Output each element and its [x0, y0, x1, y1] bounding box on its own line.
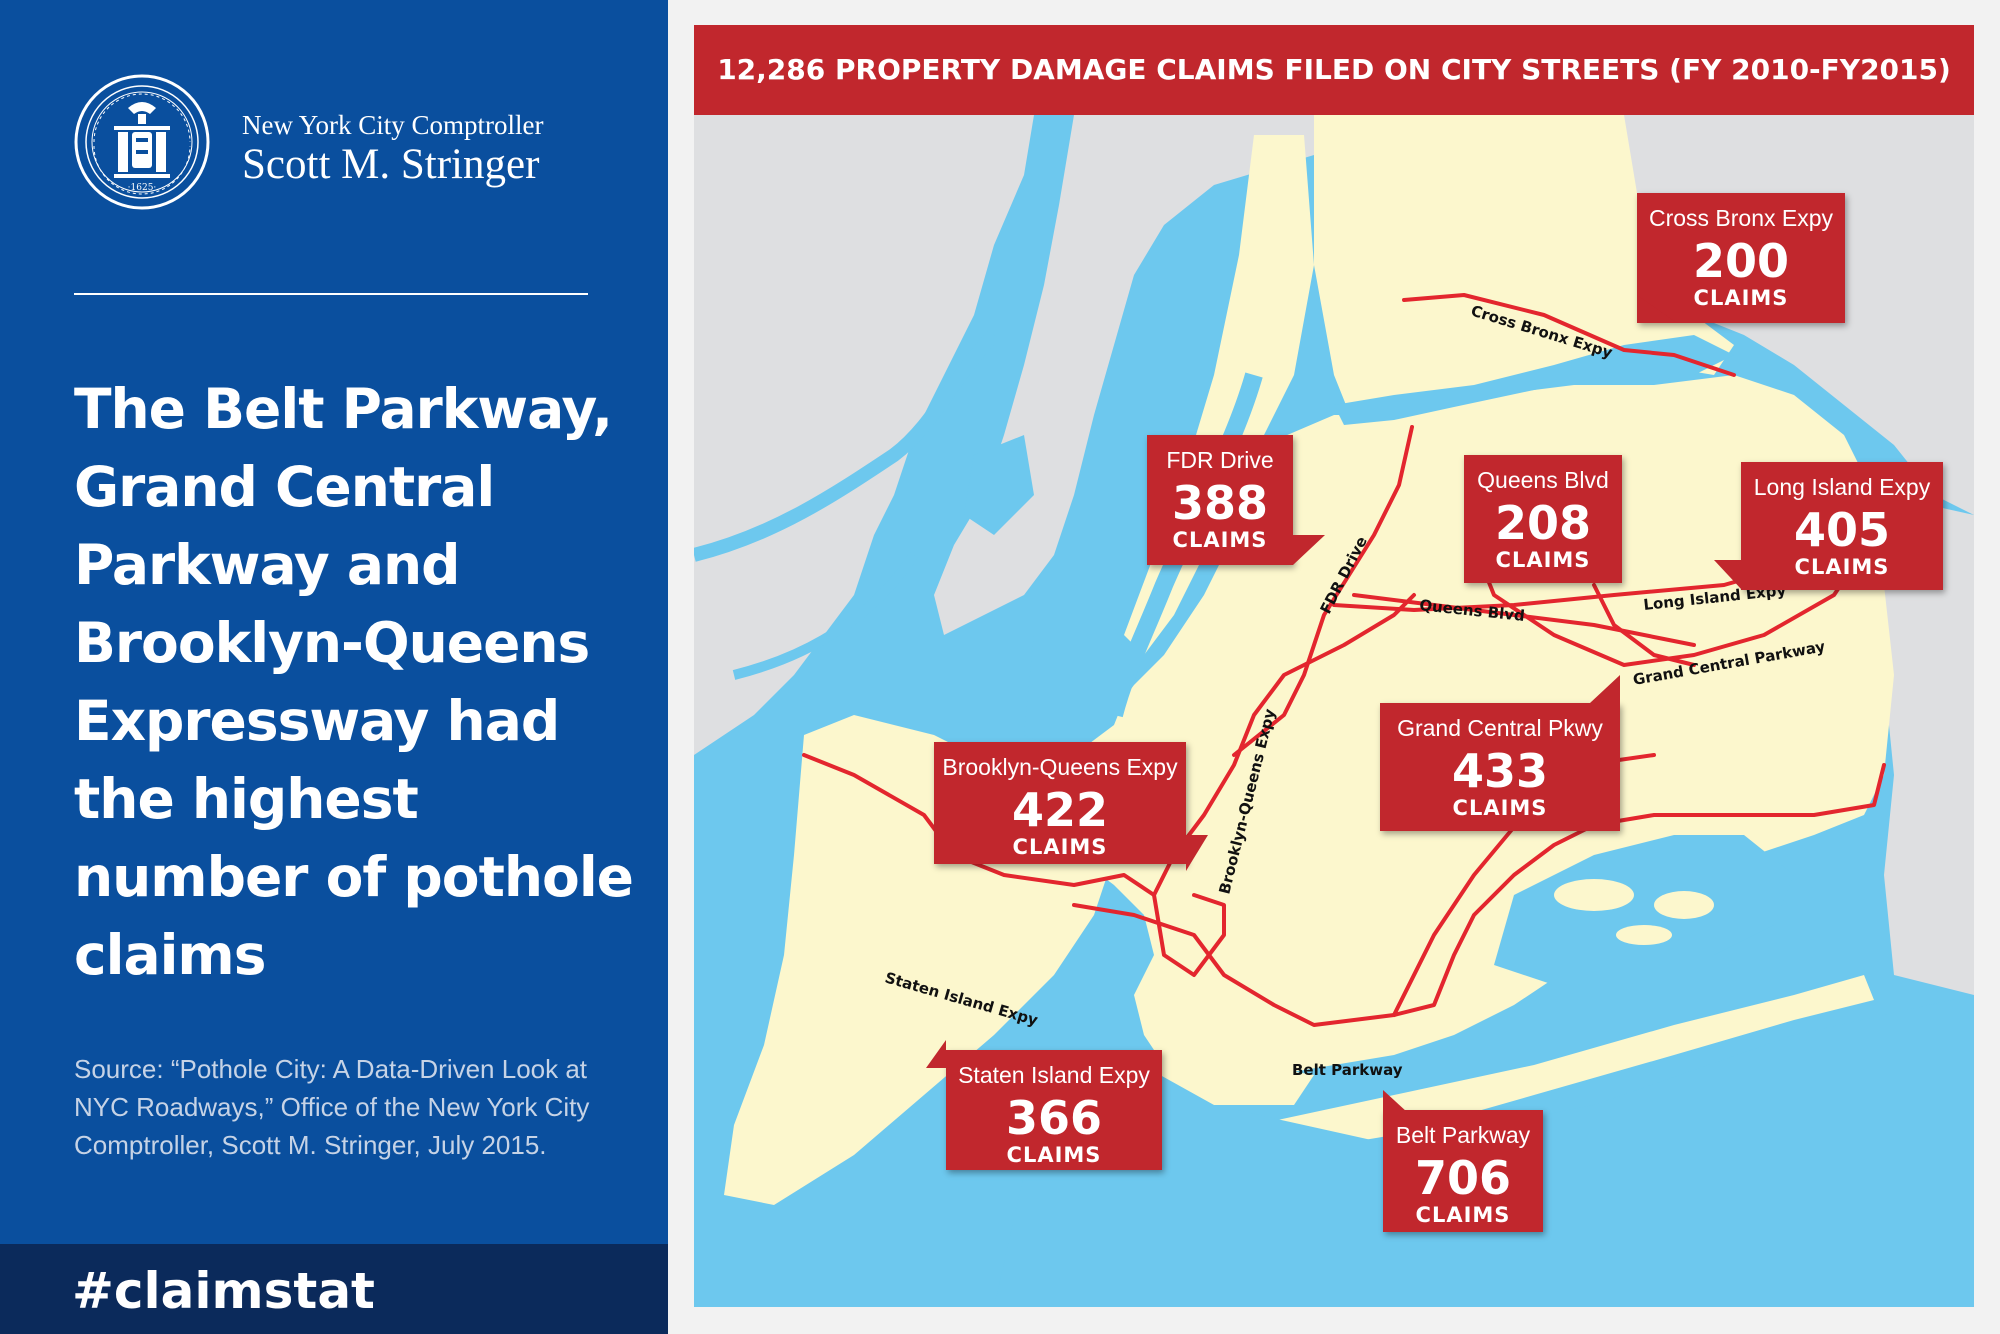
map-area: Cross Bronx Expy FDR Drive Queens Blvd L… — [694, 115, 1974, 1307]
gcp-road — [1472, 543, 1856, 667]
callout-belt-parkway: Belt Parkway 706 CLAIMS — [1383, 1110, 1543, 1232]
callout-pointer — [926, 1040, 946, 1068]
left-panel: ·1625· New York City Comptroller Scott M… — [0, 0, 668, 1334]
callout-claims-count: 422 — [1011, 783, 1109, 837]
belt-road — [1072, 763, 1886, 1027]
callout-pointer — [1383, 1090, 1407, 1112]
callout-pointer — [1590, 675, 1620, 703]
callout-pointer — [1714, 560, 1742, 590]
callout-fdr-drive: FDR Drive 388 CLAIMS — [1147, 435, 1293, 565]
callout-grand-central-pkwy: Grand Central Pkwy 433 CLAIMS — [1380, 703, 1620, 831]
svg-text:·1625·: ·1625· — [128, 183, 157, 193]
callout-pointer — [1293, 535, 1325, 565]
road-label-belt: Belt Parkway — [1292, 1061, 1403, 1079]
office-name: New York City Comptroller — [242, 110, 544, 140]
jamaica-bay-islands — [1554, 879, 1714, 945]
callout-pointer — [1186, 835, 1208, 871]
long-island-sound — [1334, 335, 1734, 425]
upper-bay — [1024, 625, 1134, 755]
callout-claims-unit: CLAIMS — [1012, 835, 1108, 859]
upstate-land — [934, 115, 1334, 635]
callout-pointer — [1637, 295, 1677, 323]
callout-road-name: Cross Bronx Expy — [1648, 205, 1834, 231]
callout-pointer — [1464, 555, 1488, 583]
nj-river-2 — [732, 552, 919, 680]
callout-claims-count: 388 — [1171, 476, 1269, 530]
callout-road-name: Grand Central Pkwy — [1397, 715, 1603, 741]
callout-road-name: FDR Drive — [1166, 447, 1274, 473]
callout-claims-unit: CLAIMS — [1495, 548, 1591, 572]
sie-road — [802, 753, 1156, 897]
headline: The Belt Parkway, Grand Central Parkway … — [74, 377, 634, 987]
callout-claims-count: 405 — [1793, 503, 1891, 557]
callout-queens-blvd: Queens Blvd 208 CLAIMS — [1464, 455, 1622, 583]
callout-claims-unit: CLAIMS — [1172, 528, 1268, 552]
gcp-road-2 — [1592, 583, 1696, 667]
nj-bay — [964, 435, 1034, 535]
callout-claims-unit: CLAIMS — [1415, 1203, 1511, 1227]
fdr-drive-road — [1232, 425, 1414, 757]
map-banner-title: 12,286 PROPERTY DAMAGE CLAIMS FILED ON C… — [694, 25, 1974, 115]
callout-road-name: Staten Island Expy — [958, 1062, 1150, 1088]
callout-claims-unit: CLAIMS — [1693, 286, 1789, 310]
new-jersey-land — [694, 115, 1034, 755]
callout-claims-count: 200 — [1692, 234, 1790, 288]
callout-claims-count: 366 — [1005, 1091, 1103, 1145]
nyc-city-seal-icon: ·1625· — [74, 74, 210, 210]
callout-claims-count: 433 — [1451, 744, 1549, 798]
long-island-land — [1879, 495, 1974, 995]
callout-claims-count: 208 — [1494, 496, 1592, 550]
comptroller-name: Scott M. Stringer — [242, 141, 540, 188]
nj-river — [694, 330, 999, 562]
hashtag[interactable]: #claimstat — [72, 1262, 375, 1320]
hashtag-bar: #claimstat — [0, 1244, 668, 1334]
source-note: Source: “Pothole City: A Data-Driven Loo… — [74, 1054, 590, 1160]
callout-brooklyn-queens-expy: Brooklyn-Queens Expy 422 CLAIMS — [934, 742, 1186, 864]
callout-road-name: Long Island Expy — [1753, 474, 1931, 500]
callout-claims-unit: CLAIMS — [1794, 555, 1890, 579]
callout-cross-bronx: Cross Bronx Expy 200 CLAIMS — [1637, 193, 1845, 323]
divider — [74, 293, 588, 295]
callout-long-island-expy: Long Island Expy 405 CLAIMS — [1741, 462, 1943, 590]
callout-claims-unit: CLAIMS — [1006, 1143, 1102, 1167]
callout-road-name: Queens Blvd — [1477, 467, 1609, 493]
callout-claims-unit: CLAIMS — [1452, 796, 1548, 820]
cross-bronx-road — [1402, 293, 1736, 377]
callout-road-name: Brooklyn-Queens Expy — [942, 754, 1178, 780]
callout-staten-island-expy: Staten Island Expy 366 CLAIMS — [946, 1050, 1162, 1170]
jamaica-bay — [1494, 835, 1794, 985]
callout-road-name: Belt Parkway — [1395, 1122, 1531, 1148]
callout-claims-count: 706 — [1414, 1151, 1512, 1205]
